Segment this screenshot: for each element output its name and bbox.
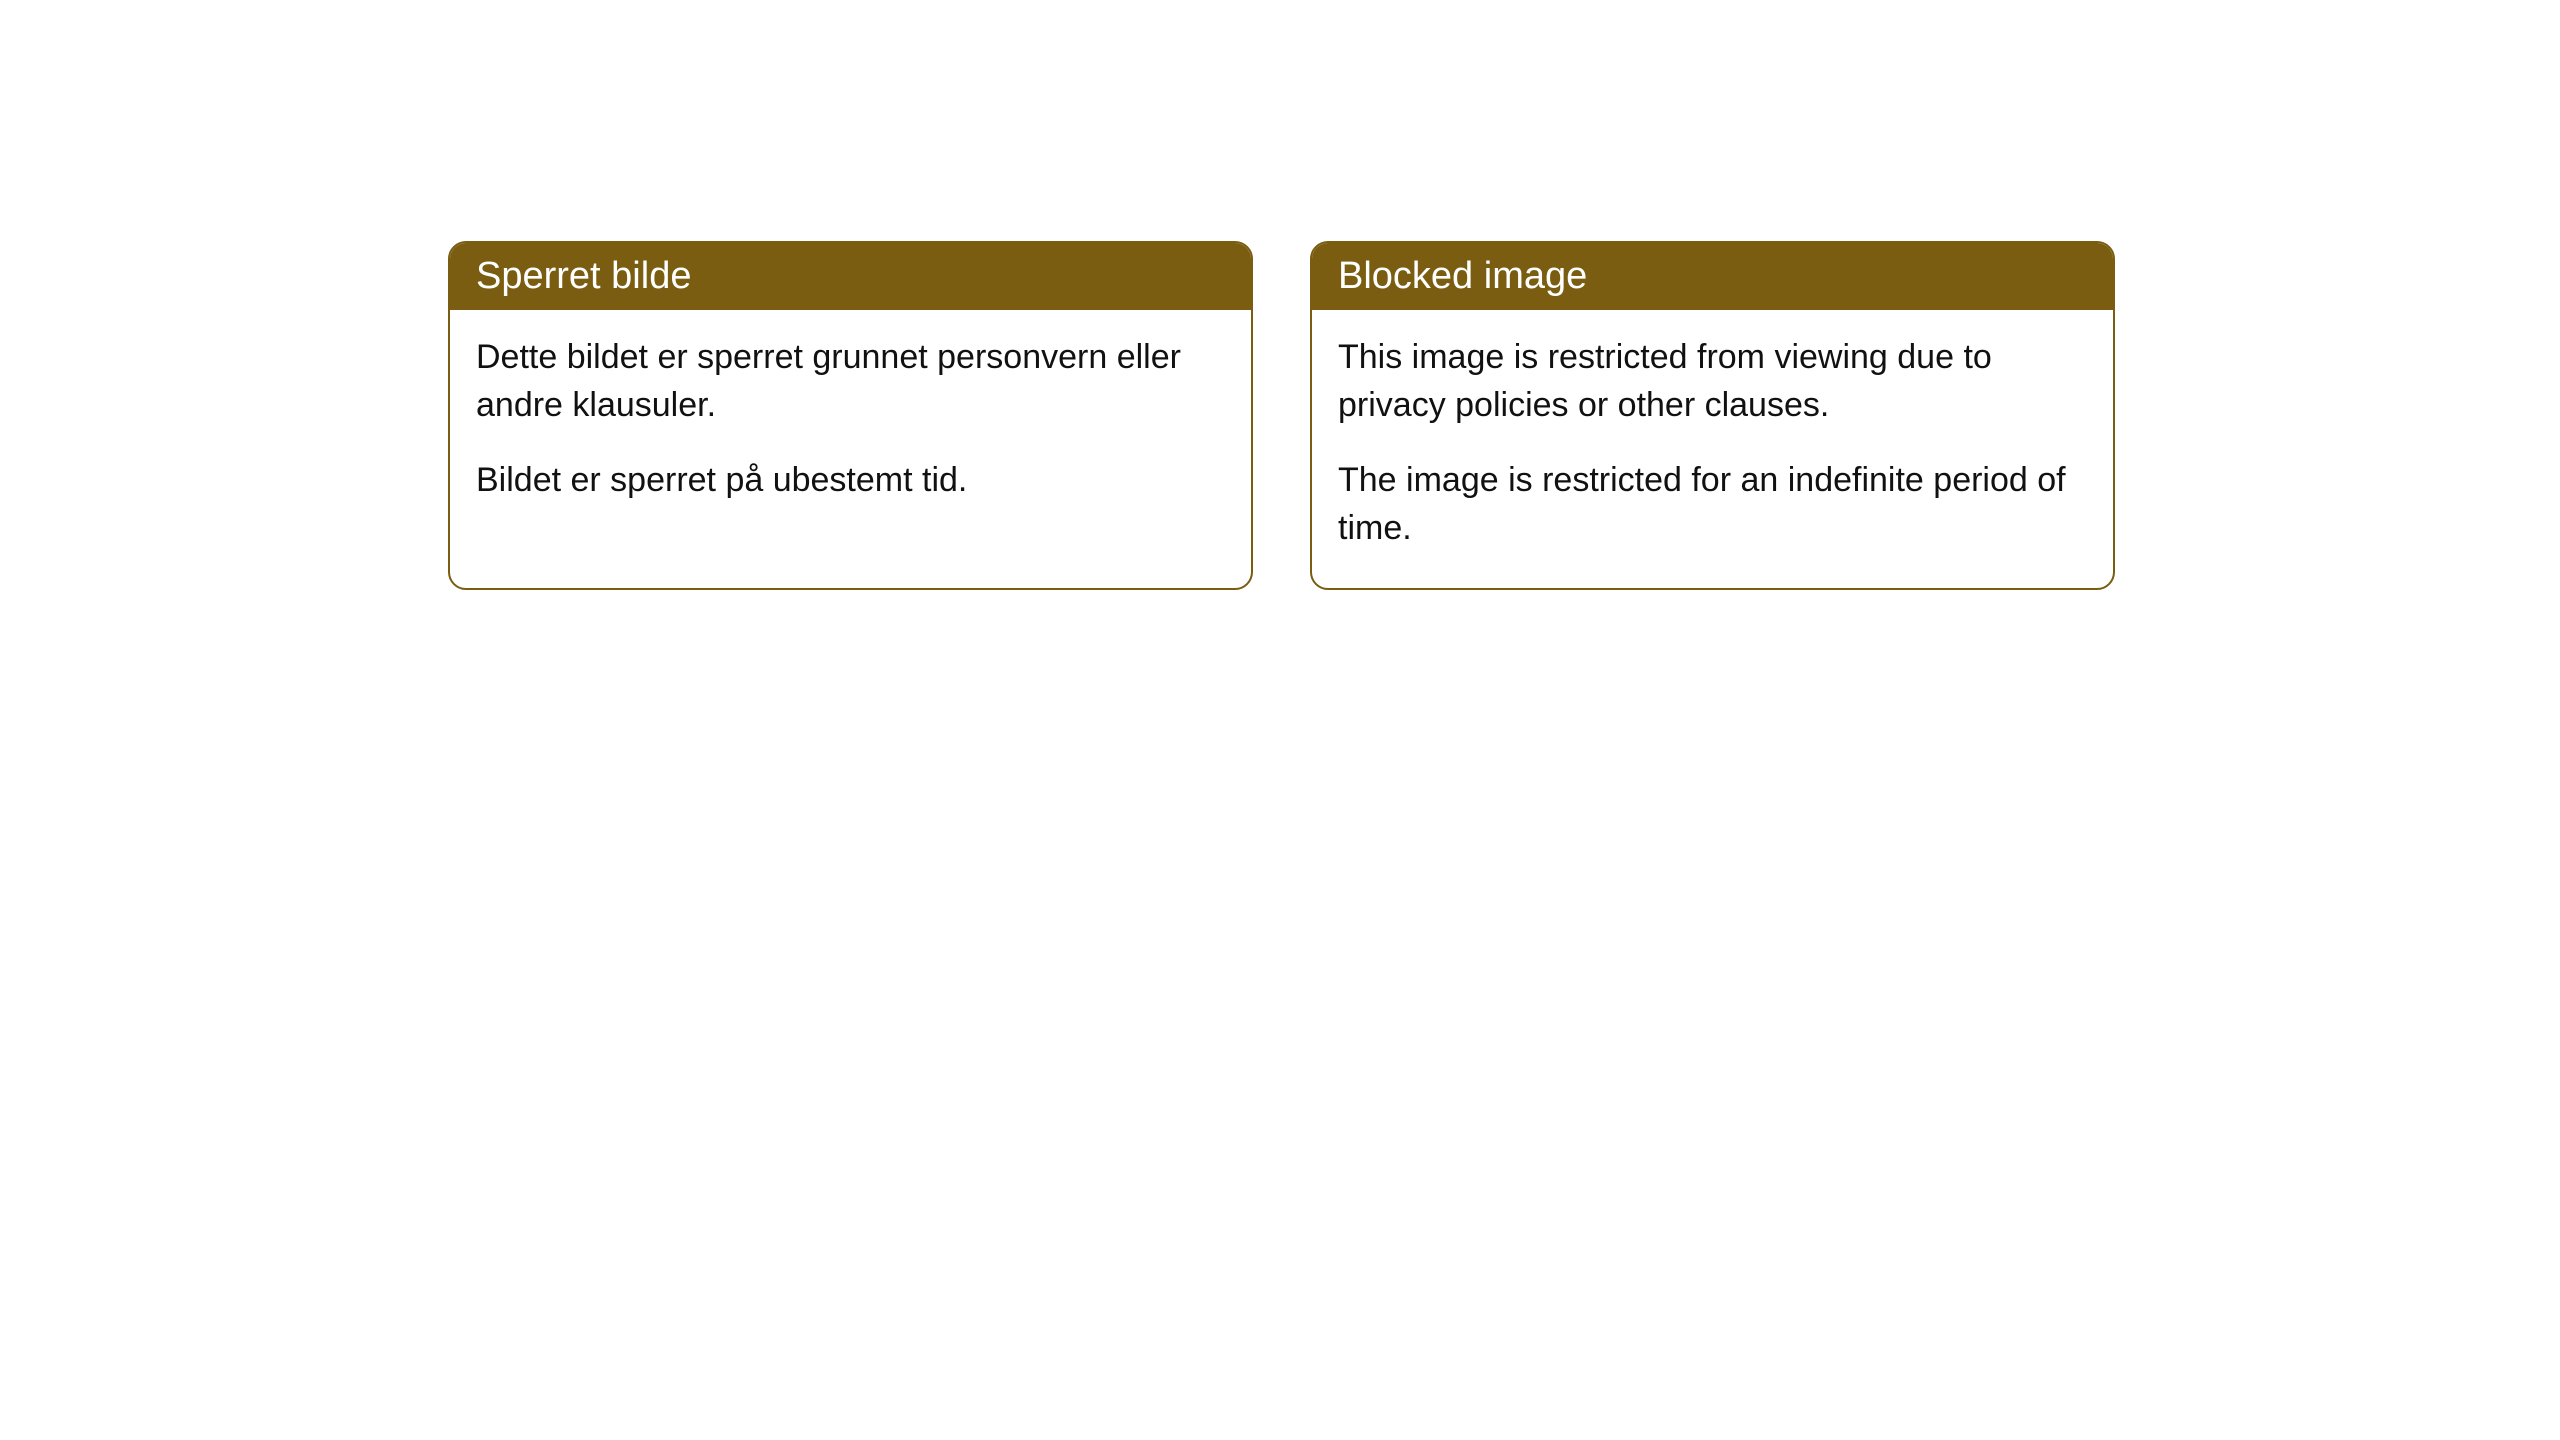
card-english: Blocked image This image is restricted f… [1310,241,2115,590]
card-header-norwegian: Sperret bilde [450,243,1251,310]
card-body-norwegian: Dette bildet er sperret grunnet personve… [450,310,1251,541]
card-title-norwegian: Sperret bilde [476,255,691,297]
card-paragraph2-norwegian: Bildet er sperret på ubestemt tid. [476,457,1225,505]
card-title-english: Blocked image [1338,255,1587,297]
cards-container: Sperret bilde Dette bildet er sperret gr… [448,241,2115,590]
card-paragraph2-english: The image is restricted for an indefinit… [1338,457,2087,552]
card-norwegian: Sperret bilde Dette bildet er sperret gr… [448,241,1253,590]
card-paragraph1-norwegian: Dette bildet er sperret grunnet personve… [476,334,1225,429]
card-paragraph1-english: This image is restricted from viewing du… [1338,334,2087,429]
card-body-english: This image is restricted from viewing du… [1312,310,2113,588]
card-header-english: Blocked image [1312,243,2113,310]
